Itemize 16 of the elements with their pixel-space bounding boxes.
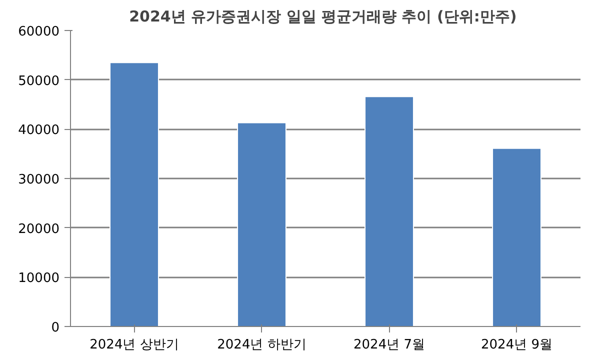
x-tick-label: 2024년 7월 — [354, 338, 426, 352]
y-tick-label: 50000 — [18, 74, 60, 89]
y-tick-label: 60000 — [18, 24, 60, 40]
bar — [237, 122, 286, 326]
bar — [364, 96, 414, 326]
x-tick-label: 2024년 상반기 — [90, 338, 179, 352]
y-tick-label: 30000 — [18, 172, 60, 188]
x-tick-label: 2024년 9월 — [481, 338, 553, 352]
y-tick-label: 40000 — [18, 123, 60, 138]
bar — [110, 62, 159, 326]
x-tick-label: 2024년 하반기 — [217, 338, 306, 352]
bar — [492, 148, 542, 326]
y-tick-label: 10000 — [18, 271, 60, 286]
y-tick-label: 0 — [51, 320, 60, 336]
chart-title: 2024년 유가증권시장 일일 평균거래량 추이 (단위:만주) — [129, 8, 517, 26]
y-tick-label: 20000 — [18, 222, 60, 237]
